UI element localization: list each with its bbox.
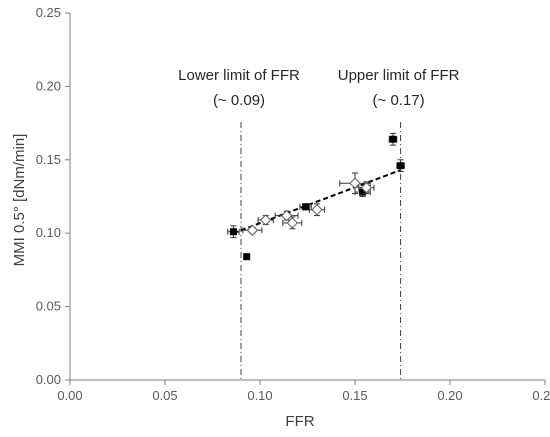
limit-label: Lower limit of FFR [178,67,300,84]
x-tick-label: 0.20 [437,388,462,403]
limit-label: Upper limit of FFR [338,67,460,84]
data-point-square [243,253,251,261]
y-tick-label: 0.20 [36,78,61,93]
y-tick-label: 0.25 [36,5,61,20]
y-axis-title: MMI 0.5° [dNm/min] [11,134,28,267]
data-point-diamond [259,214,272,226]
data-point-diamond [246,224,259,236]
x-tick-label: 0.10 [247,388,272,403]
trendline [233,169,401,235]
y-tick-label: 0.00 [36,372,61,387]
x-tick-label: 0.00 [57,388,82,403]
limit-value-label: (~ 0.17) [373,92,425,109]
x-tick-label: 0.05 [152,388,177,403]
limit-value-label: (~ 0.09) [213,92,265,109]
x-axis-title: FFR [285,413,314,430]
y-tick-label: 0.05 [36,299,61,314]
data-point-square [389,135,397,143]
y-tick-label: 0.15 [36,152,61,167]
x-tick-label: 0.25 [532,388,550,403]
axes: 0.00 0.05 0.10 0.15 0.20 0.25 0.00 0.05 0.10 0.15… [36,5,550,403]
data-point-diamond [280,209,293,222]
data-point-square [229,228,237,236]
data-point-diamond [311,204,323,216]
data-point-diamond [349,177,361,189]
x-tick-label: 0.15 [342,388,367,403]
trendline-group [233,169,401,235]
data-points [227,132,405,261]
data-point-diamond [286,217,299,229]
data-point-square [397,162,405,170]
data-point-diamond [360,181,373,194]
data-point-square [359,188,367,196]
y-tick-label: 0.10 [36,225,61,240]
data-point-square [302,203,310,211]
